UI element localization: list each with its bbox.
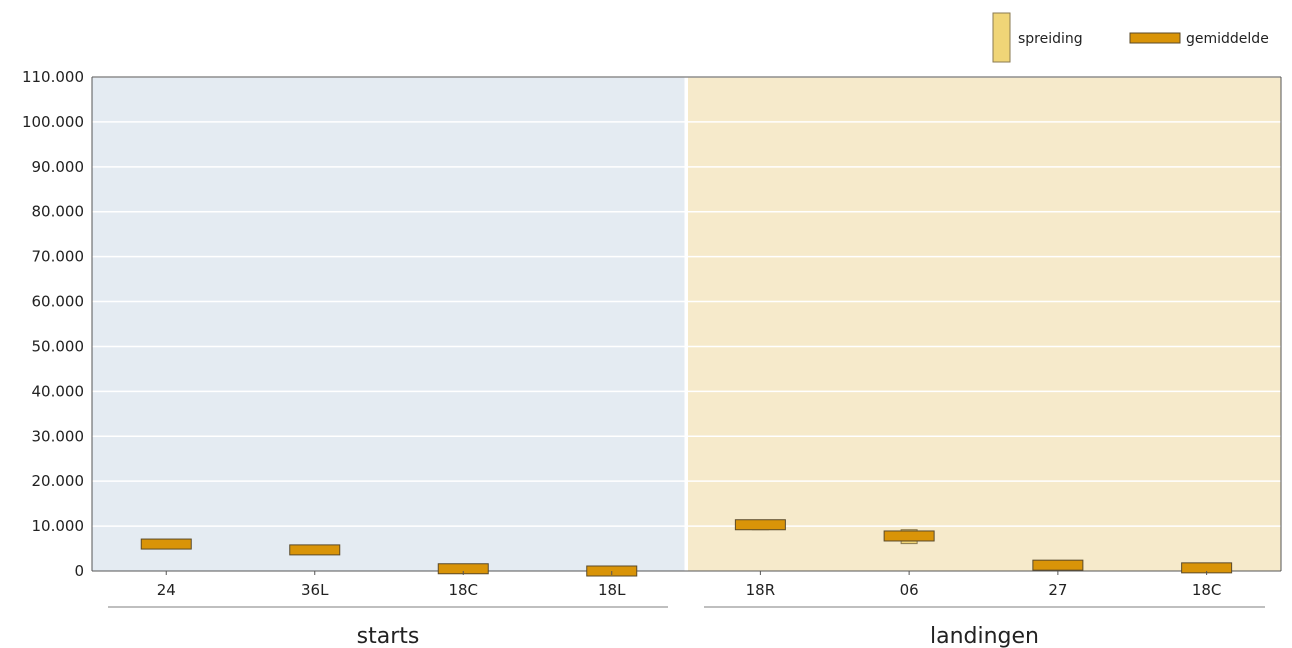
x-tick-label: 36L <box>301 581 329 599</box>
x-tick-label: 18R <box>746 581 776 599</box>
y-tick-label: 110.000 <box>22 68 84 86</box>
legend-label-spreiding: spreiding <box>1018 31 1083 47</box>
y-tick-label: 10.000 <box>32 517 85 535</box>
y-tick-label: 0 <box>74 562 84 580</box>
y-tick-label: 30.000 <box>32 427 85 445</box>
x-tick-label: 18L <box>598 581 626 599</box>
x-tick-label: 18C <box>448 581 478 599</box>
y-tick-label: 60.000 <box>32 293 85 311</box>
mean-bar <box>883 530 935 542</box>
mean-bar <box>1032 559 1084 571</box>
legend-label-gemiddelde: gemiddelde <box>1186 31 1269 47</box>
mean-bar <box>289 544 341 556</box>
plot-area: 0 10.000 20.000 30.000 40.000 50.000 60.000 70.… <box>22 68 1282 648</box>
x-tick-label: 06 <box>900 581 919 599</box>
legend: spreiding gemiddelde <box>992 12 1269 63</box>
group-label: starts <box>357 624 420 648</box>
y-tick-label: 80.000 <box>32 203 85 221</box>
x-tick-label: 27 <box>1048 581 1067 599</box>
y-tick-label: 70.000 <box>32 248 85 266</box>
group-label: landingen <box>930 624 1039 648</box>
y-tick-label: 100.000 <box>22 113 84 131</box>
group-background-0 <box>92 77 685 571</box>
y-tick-label: 90.000 <box>32 158 85 176</box>
legend-swatch-spreiding <box>992 12 1011 63</box>
y-tick-label: 40.000 <box>32 382 85 400</box>
x-tick-label: 18C <box>1192 581 1222 599</box>
y-tick-label: 50.000 <box>32 337 85 355</box>
legend-swatch-gemiddelde <box>1129 32 1181 44</box>
y-tick-label: 20.000 <box>32 472 85 490</box>
x-tick-label: 24 <box>157 581 176 599</box>
group-background-1 <box>688 77 1281 571</box>
mean-bar <box>734 519 786 531</box>
mean-bar <box>140 538 192 550</box>
